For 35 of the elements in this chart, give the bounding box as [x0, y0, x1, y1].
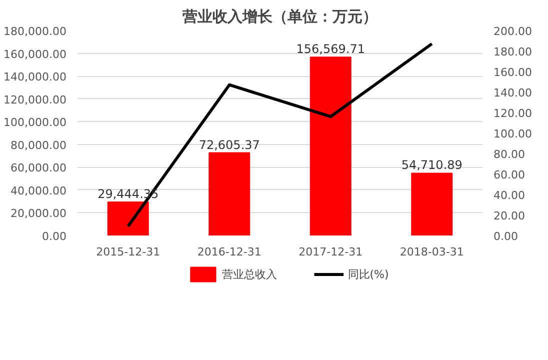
- y-tick-label: 80,000.00: [10, 138, 66, 152]
- y-tick-label: 0.00: [42, 230, 67, 243]
- y-tick-label: 60,000.00: [10, 162, 66, 175]
- y-tick-label: 140,000.00: [4, 70, 67, 84]
- y-tick-label: 180,000.00: [4, 25, 67, 38]
- y-tick-label: 40,000.00: [10, 184, 66, 198]
- x-tick-label: 2018-03-31: [400, 246, 464, 258]
- y2-tick-label: 120.00: [494, 107, 532, 120]
- y2-tick-label: 40.00: [494, 189, 525, 202]
- x-tick-label: 2017-12-31: [298, 246, 363, 258]
- bar: [411, 172, 453, 236]
- bar: [310, 56, 352, 236]
- legend-label: 同比(%): [348, 268, 389, 281]
- chart-title: 营业收入增长（单位：万元）: [182, 8, 378, 26]
- y2-tick-label: 200.00: [494, 25, 532, 38]
- y2-tick-label: 80.00: [494, 148, 525, 161]
- x-tick-label: 2016-12-31: [197, 246, 262, 258]
- y2-tick-label: 20.00: [494, 210, 525, 222]
- x-tick-label: 2015-12-31: [96, 246, 160, 258]
- data-label: 72,605.37: [198, 138, 260, 152]
- bar: [107, 201, 149, 236]
- y2-tick-label: 140.00: [494, 86, 532, 100]
- y2-tick-label: 160.00: [494, 66, 532, 79]
- data-label: 156,569.71: [296, 42, 365, 56]
- y2-tick-label: 60.00: [494, 168, 525, 182]
- data-label: 54,710.89: [401, 158, 462, 172]
- y-tick-label: 100,000.00: [4, 116, 67, 130]
- y2-tick-label: 0.00: [494, 230, 518, 243]
- bar: [208, 152, 250, 236]
- y2-tick-label: 180.00: [494, 46, 532, 58]
- y-tick-label: 160,000.00: [4, 48, 67, 61]
- y-tick-label: 20,000.00: [10, 207, 66, 220]
- y-tick-label: 120,000.00: [4, 93, 67, 106]
- y2-tick-label: 100.00: [494, 128, 532, 140]
- legend-label: 营业总收入: [222, 268, 278, 281]
